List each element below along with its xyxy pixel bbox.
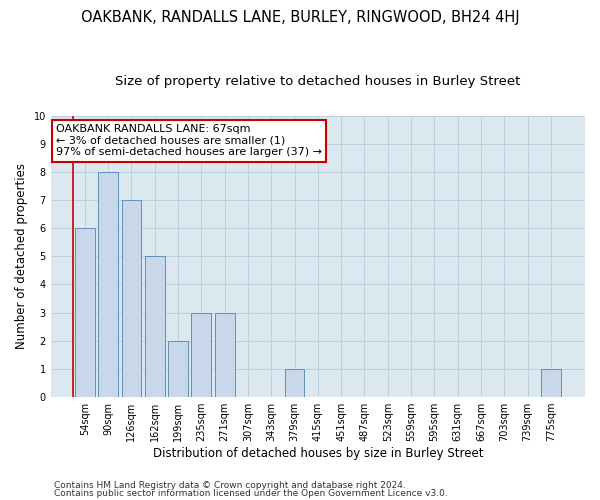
Title: Size of property relative to detached houses in Burley Street: Size of property relative to detached ho… — [115, 75, 521, 88]
Bar — [284, 369, 304, 397]
Y-axis label: Number of detached properties: Number of detached properties — [15, 164, 28, 350]
Text: Contains HM Land Registry data © Crown copyright and database right 2024.: Contains HM Land Registry data © Crown c… — [54, 481, 406, 490]
Bar — [75, 228, 95, 397]
Bar — [122, 200, 142, 397]
Text: Contains public sector information licensed under the Open Government Licence v3: Contains public sector information licen… — [54, 488, 448, 498]
Bar — [98, 172, 118, 397]
Bar — [541, 369, 561, 397]
Bar — [191, 312, 211, 397]
Bar — [215, 312, 235, 397]
Bar — [168, 341, 188, 397]
Text: OAKBANK, RANDALLS LANE, BURLEY, RINGWOOD, BH24 4HJ: OAKBANK, RANDALLS LANE, BURLEY, RINGWOOD… — [80, 10, 520, 25]
Text: OAKBANK RANDALLS LANE: 67sqm
← 3% of detached houses are smaller (1)
97% of semi: OAKBANK RANDALLS LANE: 67sqm ← 3% of det… — [56, 124, 322, 157]
Bar — [145, 256, 164, 397]
X-axis label: Distribution of detached houses by size in Burley Street: Distribution of detached houses by size … — [152, 447, 483, 460]
